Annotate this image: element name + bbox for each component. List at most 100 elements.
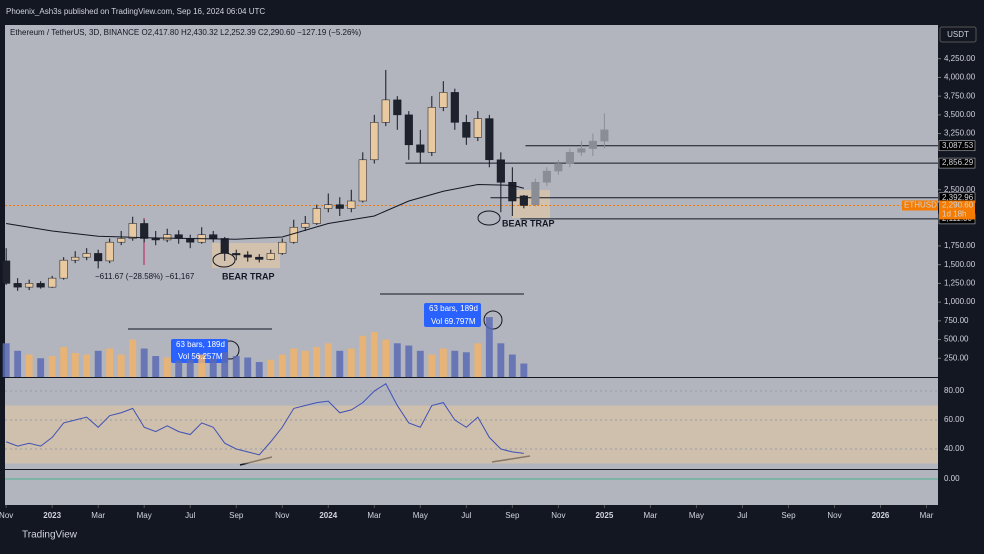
candle-body (117, 238, 126, 243)
candle-body (255, 256, 264, 260)
candle-body (577, 148, 586, 153)
volume-bar (25, 354, 33, 377)
circle (483, 310, 503, 330)
circle (477, 210, 501, 226)
candle-body (301, 223, 310, 228)
x-tick-label: May (689, 511, 704, 520)
x-tick-label: Nov (275, 511, 289, 520)
volume-bar (301, 350, 309, 377)
y-tick-label: 1,250.00 (944, 278, 976, 287)
rsi-line (5, 383, 524, 456)
candle-body (347, 200, 356, 209)
candle-body (370, 122, 379, 161)
candle-body (36, 283, 45, 288)
volume-bar (324, 343, 332, 377)
volume-bar (71, 353, 79, 377)
volume-bar (106, 348, 114, 377)
level-label: 3,087.53 (942, 141, 974, 150)
moving-average (6, 184, 524, 240)
x-tick-label: Mar (91, 511, 105, 520)
volume-bar (278, 354, 286, 377)
volume-bar (140, 348, 148, 377)
annotation: −611.67 (−28.58%) −61,167 (95, 272, 195, 281)
volume-bar (244, 357, 252, 377)
volume-bar (359, 335, 367, 377)
candle-body (59, 259, 68, 279)
candle-body (209, 234, 218, 239)
annotation: 63 bars, 189d (176, 340, 225, 349)
candle-body (542, 170, 551, 183)
level-box (938, 157, 976, 169)
candle-body (473, 118, 482, 138)
volume-bar (370, 332, 378, 377)
x-tick-label: 2025 (595, 511, 613, 520)
y-tick-label: 500.00 (944, 335, 969, 344)
candle-body (531, 182, 540, 205)
volume-bar (94, 350, 102, 377)
x-tick-label: May (137, 511, 152, 520)
x-tick-label: Mar (920, 511, 934, 520)
candle-body (140, 223, 149, 239)
candle-body (25, 283, 34, 288)
volume-bar (439, 348, 447, 377)
annotation: Vol 56.257M (178, 352, 223, 361)
volume-bar (347, 348, 355, 377)
candle-body (588, 140, 597, 149)
volume-bar (393, 343, 401, 377)
volume-bar (313, 347, 321, 377)
candle-body (48, 277, 57, 288)
countdown: 1d 18h (942, 210, 966, 219)
volume-bar (175, 360, 183, 377)
candle-body (519, 195, 528, 206)
candle-body (2, 260, 11, 284)
price-axis (938, 45, 984, 505)
candle-body (220, 238, 229, 254)
annotation: 63 bars, 189d (429, 304, 478, 313)
annotation: BEAR TRAP (222, 271, 275, 281)
volume-bar (2, 343, 10, 377)
candle-body (439, 92, 448, 108)
x-tick-label: Nov (551, 511, 565, 520)
y-tick-label: 1,000.00 (944, 297, 976, 306)
candle-body (450, 92, 459, 123)
pane-separator (5, 469, 938, 470)
osc-tick-label: 0.00 (944, 474, 960, 483)
volume-bar (198, 354, 206, 377)
y-tick-label: 4,250.00 (944, 54, 976, 63)
volume-bar (152, 356, 160, 377)
candle-body (496, 159, 505, 183)
volume-bar (83, 354, 91, 377)
candle-body (508, 182, 517, 202)
candle-body (335, 204, 344, 209)
x-tick-label: Nov (827, 511, 841, 520)
rsi-tick-label: 40.00 (944, 444, 965, 453)
volume-bar (267, 359, 275, 377)
candle-body (163, 234, 172, 241)
volume-bar (117, 354, 125, 377)
candle-body (71, 256, 80, 261)
header: Phoenix_Ash3s published on TradingView.c… (6, 7, 265, 16)
bear-trap-zone (512, 190, 550, 218)
level-label: 2,856.29 (942, 158, 974, 167)
rsi-band (5, 405, 938, 464)
symbol-label: ETHUSDT (904, 201, 942, 210)
candle-body (358, 159, 367, 202)
footer: TradingView (22, 530, 78, 541)
range-box (171, 339, 228, 363)
volume-bar (163, 357, 171, 377)
volume-bar (474, 343, 482, 377)
volume-bar (129, 339, 137, 377)
legend: Ethereum / TetherUS, 3D, BINANCE O2,417.… (10, 28, 362, 37)
y-tick-label: 2,500.00 (944, 185, 976, 194)
pane-separator (5, 377, 938, 378)
x-tick-label: 2023 (43, 511, 61, 520)
volume-bar (416, 350, 424, 377)
candle-body (462, 122, 471, 138)
y-tick-label: 4,000.00 (944, 73, 976, 82)
volume-bar (221, 352, 229, 377)
volume-bar (485, 317, 493, 377)
candle-body (13, 283, 22, 288)
last-box (939, 200, 975, 220)
y-tick-label: 1,500.00 (944, 260, 976, 269)
candle-body (266, 253, 275, 260)
